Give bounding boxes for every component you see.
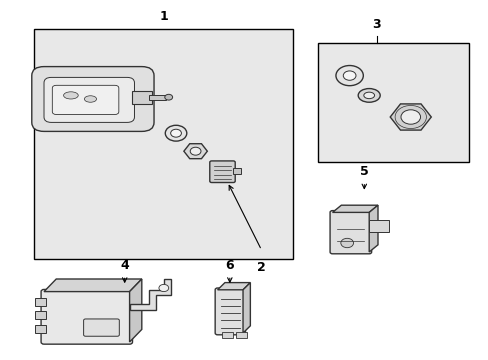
- Text: 5: 5: [359, 165, 368, 178]
- Text: 4: 4: [120, 259, 129, 272]
- Bar: [317, 43, 468, 162]
- Circle shape: [164, 94, 172, 100]
- FancyBboxPatch shape: [209, 161, 235, 183]
- Bar: [222, 332, 233, 338]
- Bar: [368, 220, 388, 232]
- Polygon shape: [368, 205, 377, 252]
- Circle shape: [400, 110, 420, 124]
- Circle shape: [343, 71, 355, 80]
- Circle shape: [335, 66, 363, 86]
- Ellipse shape: [363, 92, 374, 99]
- Text: 6: 6: [225, 259, 234, 272]
- Polygon shape: [129, 279, 142, 342]
- FancyBboxPatch shape: [329, 211, 371, 254]
- Bar: [149, 95, 166, 100]
- Bar: [35, 298, 46, 306]
- Polygon shape: [217, 283, 250, 290]
- Circle shape: [159, 284, 168, 292]
- Circle shape: [340, 238, 353, 248]
- Ellipse shape: [84, 96, 96, 102]
- Ellipse shape: [63, 92, 78, 99]
- Bar: [236, 332, 246, 338]
- Text: 1: 1: [159, 10, 168, 23]
- Bar: [132, 91, 151, 104]
- Text: 3: 3: [371, 18, 380, 31]
- Ellipse shape: [357, 89, 380, 102]
- FancyBboxPatch shape: [41, 289, 132, 344]
- Polygon shape: [243, 283, 250, 333]
- Circle shape: [190, 147, 201, 155]
- FancyBboxPatch shape: [52, 85, 119, 114]
- Bar: [35, 325, 46, 333]
- FancyBboxPatch shape: [32, 67, 154, 131]
- Polygon shape: [129, 279, 171, 310]
- FancyBboxPatch shape: [215, 288, 245, 335]
- Bar: [233, 168, 240, 174]
- Bar: [34, 29, 293, 259]
- Polygon shape: [332, 205, 377, 212]
- Circle shape: [170, 129, 181, 137]
- Text: 2: 2: [257, 261, 265, 274]
- FancyBboxPatch shape: [83, 319, 119, 336]
- Polygon shape: [44, 279, 142, 292]
- Circle shape: [165, 125, 186, 141]
- Bar: [35, 311, 46, 319]
- FancyBboxPatch shape: [44, 77, 134, 122]
